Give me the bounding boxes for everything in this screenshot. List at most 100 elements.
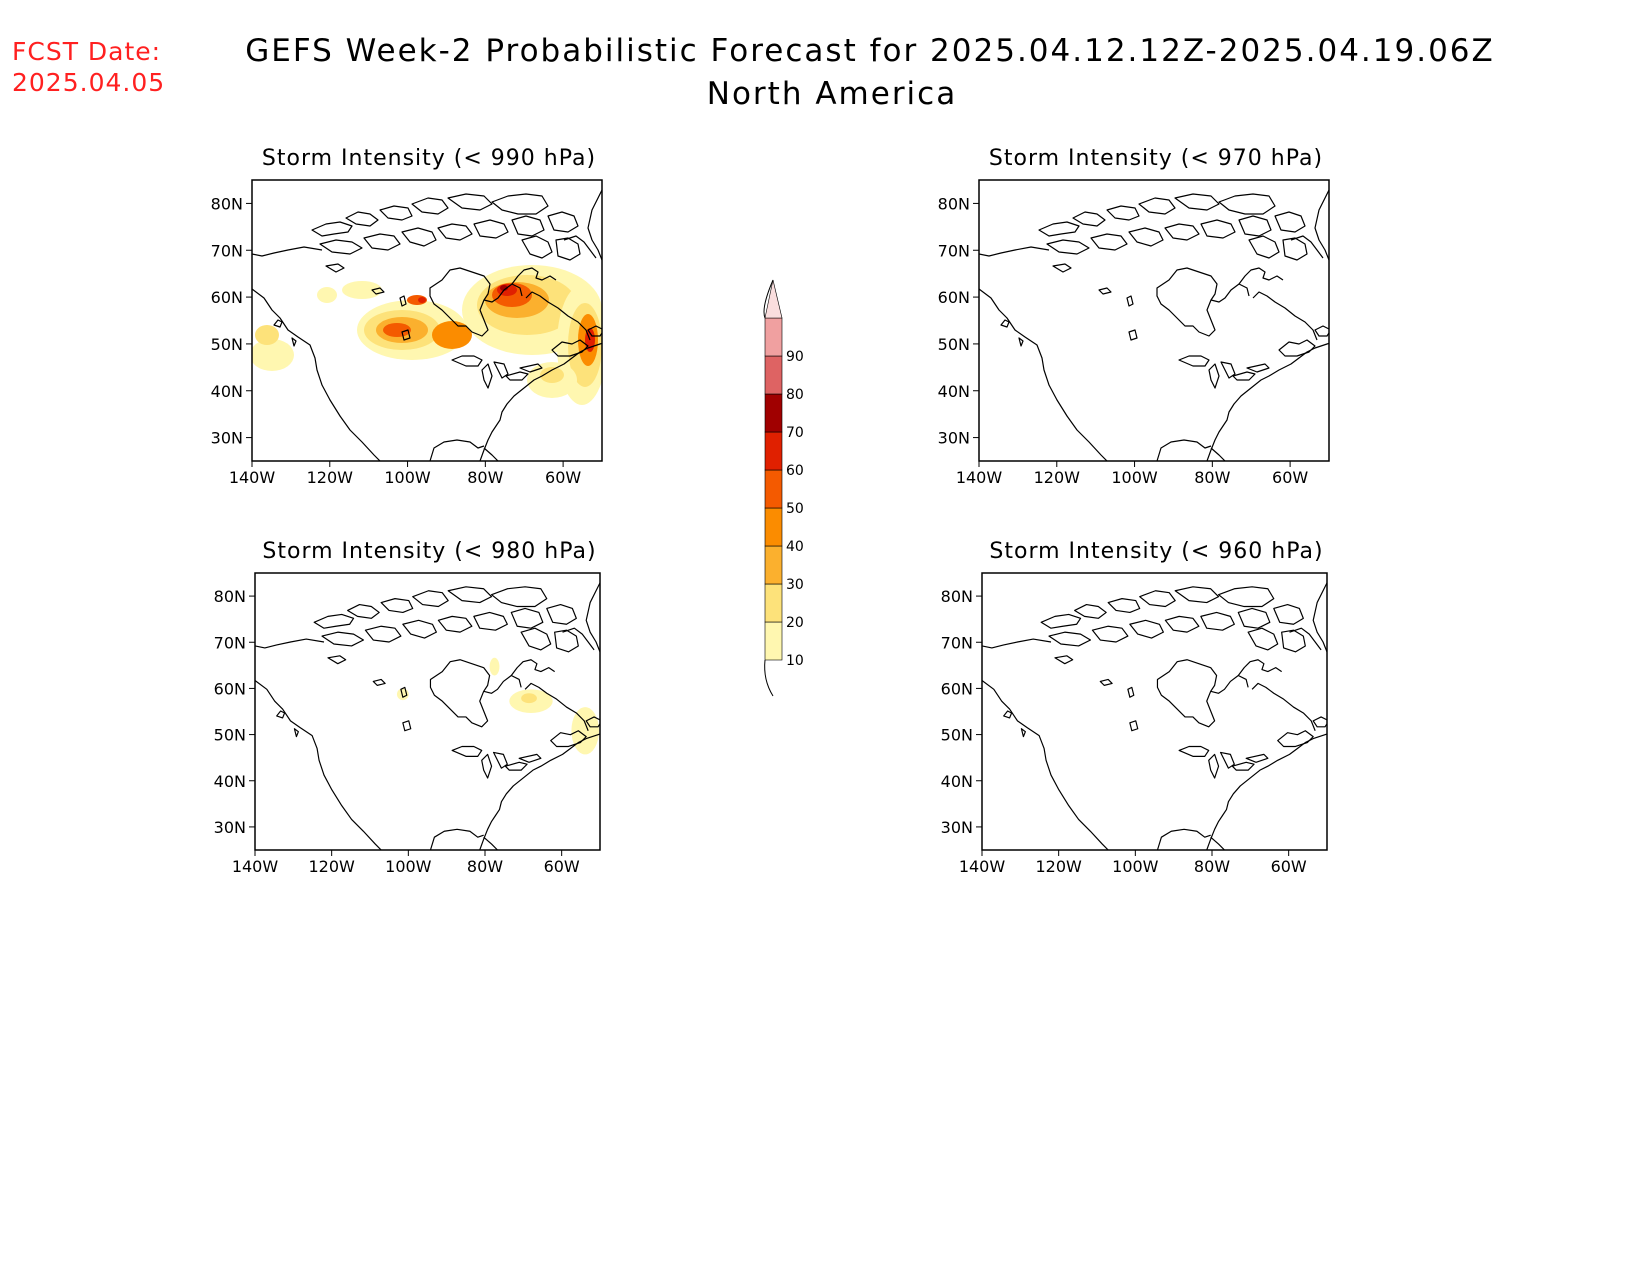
- probability-shading: [540, 367, 564, 383]
- lon-tick-label: 120W: [307, 468, 354, 487]
- lon-tick-label: 100W: [1112, 857, 1159, 876]
- probability-shading: [521, 693, 537, 704]
- lat-tick-label: 60N: [211, 288, 243, 307]
- colorbar-label: 60: [786, 463, 804, 479]
- coastline: [255, 582, 600, 850]
- lat-tick-label: 30N: [211, 429, 243, 448]
- probability-shading: [317, 287, 337, 303]
- lat-tick-label: 50N: [214, 726, 246, 745]
- lon-tick-label: 120W: [1035, 857, 1082, 876]
- coastline: [982, 582, 1327, 850]
- colorbar-segment: [764, 583, 783, 623]
- colorbar-segment: [764, 317, 783, 357]
- colorbar-label: 30: [786, 577, 804, 593]
- lon-tick-label: 60W: [1272, 468, 1308, 487]
- colorbar-label: 70: [786, 425, 804, 441]
- lat-tick-label: 40N: [211, 382, 243, 401]
- colorbar-segment: [764, 621, 783, 661]
- colorbar-segment: [764, 393, 783, 433]
- lat-tick-label: 40N: [214, 772, 246, 791]
- lon-tick-label: 60W: [545, 468, 581, 487]
- colorbar-bottom-extension: [764, 659, 774, 697]
- lon-tick-label: 80W: [467, 857, 503, 876]
- map-frame: [978, 179, 1330, 462]
- lat-tick-label: 60N: [214, 679, 246, 698]
- panel-title: Storm Intensity (< 970 hPa): [989, 146, 1323, 171]
- lat-tick-label: 40N: [938, 382, 970, 401]
- lon-tick-label: 120W: [308, 857, 355, 876]
- map-frame: [254, 572, 601, 851]
- lat-tick-label: 70N: [941, 633, 973, 652]
- colorbar-segment: [764, 545, 783, 585]
- panel-title: Storm Intensity (< 960 hPa): [989, 539, 1323, 564]
- lon-tick-label: 140W: [232, 857, 279, 876]
- lat-tick-label: 80N: [211, 194, 243, 213]
- lat-tick-label: 30N: [941, 818, 973, 837]
- lat-tick-label: 70N: [211, 241, 243, 260]
- lat-tick-label: 50N: [211, 335, 243, 354]
- colorbar-label: 90: [786, 349, 804, 365]
- map-panel: Storm Intensity (< 970 hPa) 80N 70N 60N 50N 4…: [938, 146, 1330, 487]
- lat-tick-label: 80N: [938, 194, 970, 213]
- probability-shading: [500, 285, 508, 291]
- map-frame: [981, 572, 1328, 851]
- figure-title: GEFS Week-2 Probabilistic Forecast for 2…: [0, 30, 1650, 116]
- map-panel: Storm Intensity (< 960 hPa) 80N 70N 60N 50N 4…: [941, 539, 1328, 876]
- probability-shading: [342, 281, 382, 299]
- probability-shading: [383, 323, 411, 337]
- colorbar: 10 20 30 40 50 60 70 80 90: [763, 279, 804, 697]
- lat-tick-label: 50N: [938, 335, 970, 354]
- lat-tick-label: 70N: [214, 633, 246, 652]
- map-panel: Storm Intensity (< 990 hPa) 80N 70N 60N 50N 4…: [211, 146, 603, 487]
- colorbar-label: 80: [786, 387, 804, 403]
- probability-shading: [418, 297, 426, 303]
- figure-title-line1: GEFS Week-2 Probabilistic Forecast for 2…: [245, 33, 1495, 69]
- figure-title-line2: North America: [706, 76, 958, 112]
- lat-tick-label: 80N: [214, 587, 246, 606]
- lon-tick-label: 120W: [1034, 468, 1081, 487]
- colorbar-segment: [764, 431, 783, 471]
- coastline: [979, 189, 1329, 461]
- probability-shading: [497, 284, 517, 296]
- lat-tick-label: 80N: [941, 587, 973, 606]
- lon-tick-label: 140W: [959, 857, 1006, 876]
- lon-tick-label: 60W: [1271, 857, 1307, 876]
- colorbar-label: 50: [786, 501, 804, 517]
- lat-tick-label: 60N: [938, 288, 970, 307]
- colorbar-label: 10: [786, 653, 804, 669]
- colorbar-segment: [764, 355, 783, 395]
- lon-tick-label: 100W: [385, 857, 432, 876]
- colorbar-segment: [764, 469, 783, 509]
- map-panel: Storm Intensity (< 980 hPa) 80N 70N 60N 50N 4…: [214, 539, 601, 876]
- lon-tick-label: 80W: [467, 468, 503, 487]
- colorbar-label: 40: [786, 539, 804, 555]
- colorbar-label: 20: [786, 615, 804, 631]
- lon-tick-label: 140W: [956, 468, 1003, 487]
- forecast-date: FCST Date: 2025.04.05: [12, 36, 165, 98]
- lon-tick-label: 140W: [229, 468, 276, 487]
- lon-tick-label: 100W: [1111, 468, 1158, 487]
- probability-shading: [252, 339, 294, 371]
- map-frame: [251, 179, 603, 462]
- forecast-date-value: 2025.04.05: [12, 68, 166, 97]
- lat-tick-label: 30N: [214, 818, 246, 837]
- probability-shading: [432, 321, 472, 349]
- lat-tick-label: 50N: [941, 726, 973, 745]
- lon-tick-label: 80W: [1194, 857, 1230, 876]
- probability-shading: [571, 707, 600, 755]
- lat-tick-label: 70N: [938, 241, 970, 260]
- forecast-date-label: FCST Date:: [12, 37, 162, 66]
- panels-layer: Storm Intensity (< 990 hPa) 80N 70N 60N 50N 4…: [211, 146, 1330, 876]
- lat-tick-label: 60N: [941, 679, 973, 698]
- lon-tick-label: 60W: [544, 857, 580, 876]
- probability-shading: [489, 657, 500, 676]
- lat-tick-label: 40N: [941, 772, 973, 791]
- lon-tick-label: 80W: [1194, 468, 1230, 487]
- probability-shading: [255, 325, 279, 345]
- panel-title: Storm Intensity (< 990 hPa): [262, 146, 596, 171]
- lon-tick-label: 100W: [384, 468, 431, 487]
- panel-title: Storm Intensity (< 980 hPa): [262, 539, 596, 564]
- colorbar-segment: [764, 507, 783, 547]
- colorbar-top-triangle: [764, 279, 783, 319]
